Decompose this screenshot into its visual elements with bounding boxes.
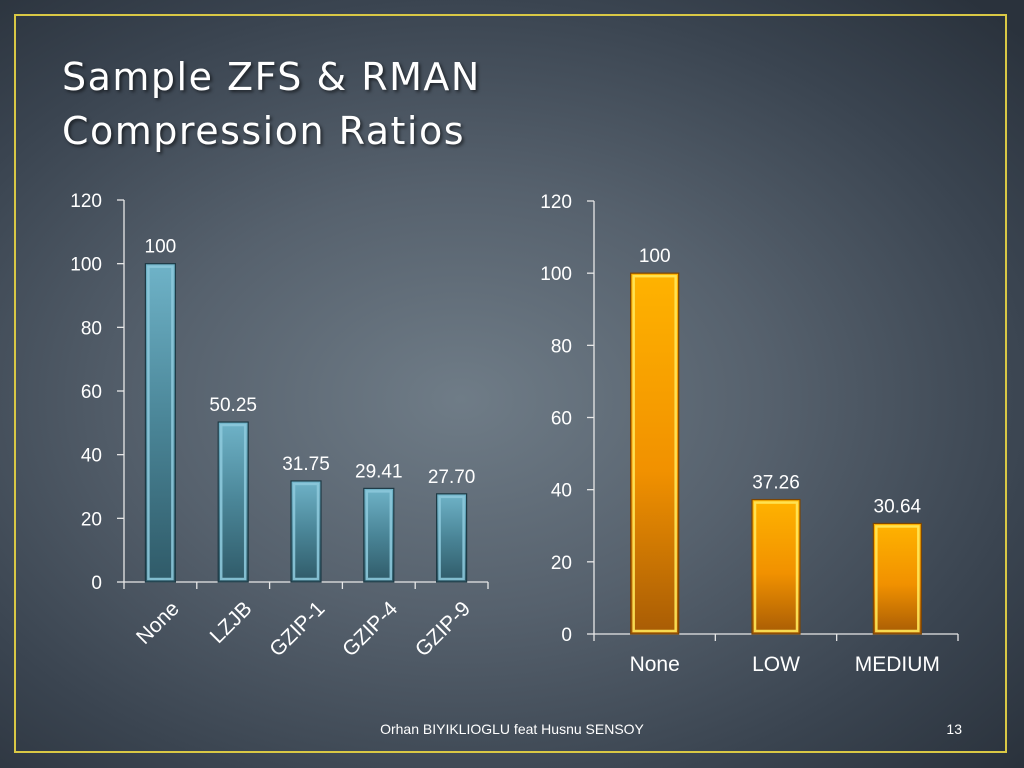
slide-footer: Orhan BIYIKLIOGLU feat Husnu SENSOY (380, 721, 644, 737)
y-tick-label: 80 (81, 318, 102, 339)
bar-highlight (365, 490, 393, 581)
bar (872, 522, 922, 635)
y-tick-label: 40 (551, 481, 572, 502)
bar-highlight (438, 495, 465, 581)
y-tick-label: 120 (70, 191, 102, 212)
y-tick-label: 100 (70, 255, 102, 276)
category-label: None (630, 653, 680, 676)
data-label: 100 (639, 246, 671, 267)
y-tick-label: 40 (81, 446, 102, 467)
bar-highlight (219, 423, 247, 581)
slide-title: Sample ZFS & RMAN Compression Ratios (62, 50, 481, 158)
y-tick-label: 80 (551, 336, 572, 357)
bar (363, 487, 395, 583)
y-tick-label: 100 (540, 264, 572, 285)
y-tick-label: 60 (551, 409, 572, 430)
y-tick-label: 20 (81, 509, 102, 530)
slide-title-line-2: Compression Ratios (62, 109, 466, 153)
bar-highlight (632, 274, 677, 633)
bar (630, 272, 680, 635)
bar (436, 493, 468, 583)
y-tick-label: 0 (561, 625, 572, 646)
data-label: 100 (145, 237, 177, 258)
bar-highlight (147, 265, 174, 581)
slide-border (14, 14, 1007, 753)
bar (751, 498, 801, 635)
data-label: 30.64 (874, 496, 922, 517)
page-number: 13 (946, 721, 962, 737)
bar (144, 263, 176, 583)
data-label: 27.70 (428, 467, 476, 488)
bar-highlight (753, 501, 799, 633)
category-label: MEDIUM (855, 653, 940, 676)
data-label: 29.41 (355, 461, 403, 482)
category-label: LOW (752, 653, 800, 676)
data-label: 31.75 (282, 454, 330, 475)
data-label: 37.26 (752, 473, 800, 494)
bar (290, 480, 322, 583)
bar-highlight (292, 482, 320, 581)
data-label: 50.25 (209, 395, 257, 416)
bar-highlight (875, 525, 920, 633)
y-tick-label: 120 (540, 192, 572, 213)
y-tick-label: 0 (91, 573, 102, 594)
y-tick-label: 20 (551, 553, 572, 574)
slide-title-line-1: Sample ZFS & RMAN (62, 55, 481, 99)
y-tick-label: 60 (81, 382, 102, 403)
bar (217, 421, 249, 583)
